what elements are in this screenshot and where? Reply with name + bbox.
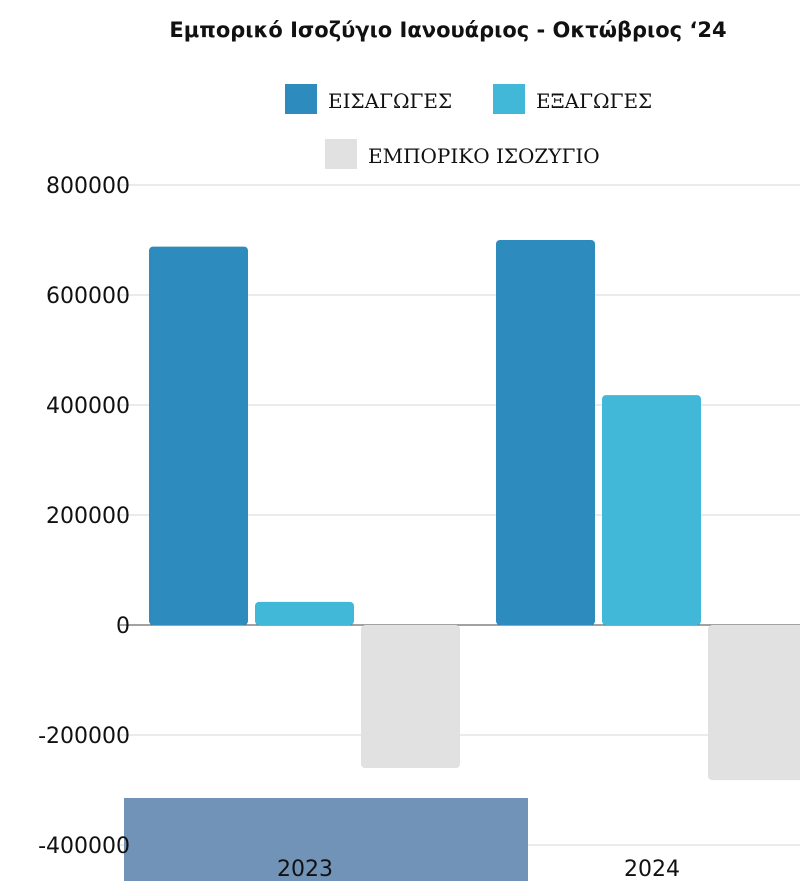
y-tick-label: 600000 [46,284,130,309]
category-highlight [124,798,528,881]
legend-label-imports: ΕΙΣΑΓΩΓΕΣ [328,89,452,113]
y-tick-label: 0 [116,614,130,639]
highlight-band [124,798,528,881]
legend-swatch-trade-balance [325,139,357,169]
bar-0-1 [255,601,354,625]
legend: ΕΙΣΑΓΩΓΕΣ ΕΞΑΓΩΓΕΣ ΕΜΠΟΡΙΚΟ ΙΣΟΖΥΓΙΟ [285,84,652,169]
y-tick-label: 800000 [46,174,130,199]
x-axis-labels: 2023 2024 [277,857,680,881]
bars [149,240,800,781]
y-tick-label: -400000 [38,834,130,859]
y-tick-label: -200000 [38,724,130,749]
x-tick-label: 2023 [277,857,333,881]
bar-1-2 [708,625,800,781]
bar-1-1 [602,395,701,625]
y-axis-ticks: 800000 600000 400000 200000 0 -200000 -400000 [38,174,130,859]
y-tick-label: 400000 [46,394,130,419]
bar-0-0 [149,246,248,625]
bar-1-0 [496,240,595,625]
legend-swatch-exports [493,84,525,114]
bar-0-2 [361,625,460,768]
legend-swatch-imports [285,84,317,114]
chart-title: Εμπορικό Ισοζύγιο Ιανουάριος - Οκτώβριος… [169,18,726,42]
y-tick-label: 200000 [46,504,130,529]
legend-label-exports: ΕΞΑΓΩΓΕΣ [536,89,652,113]
x-tick-label: 2024 [624,857,680,881]
legend-label-trade-balance: ΕΜΠΟΡΙΚΟ ΙΣΟΖΥΓΙΟ [368,144,600,168]
